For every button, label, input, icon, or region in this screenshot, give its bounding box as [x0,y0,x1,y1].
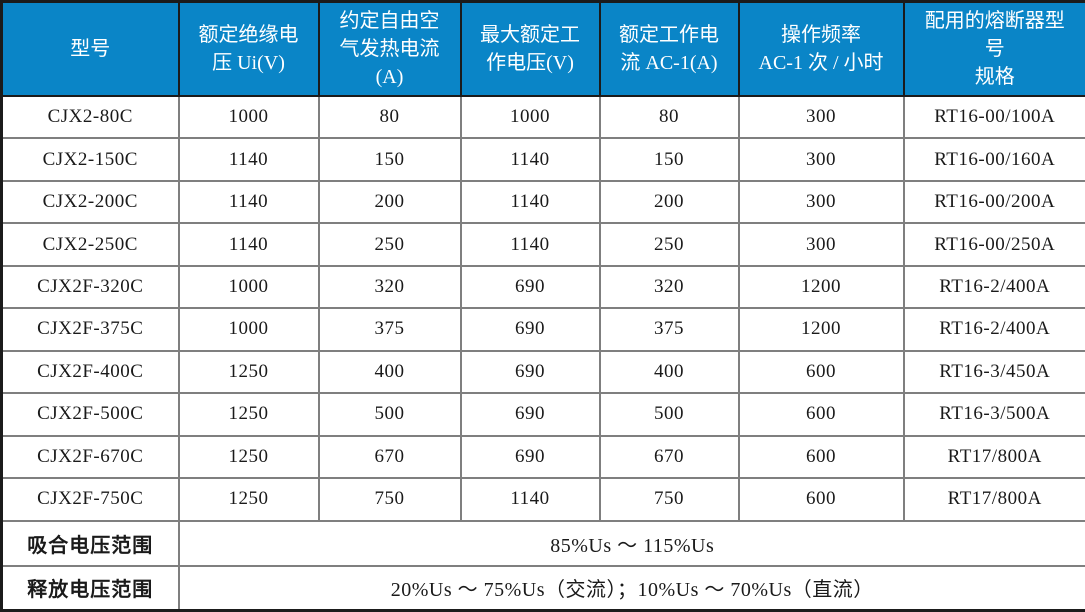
cell-model: CJX2F-500C [0,392,180,437]
release-voltage-label: 释放电压范围 [0,564,180,612]
table-row: CJX2-250C 1140 250 1140 250 300 RT16-00/… [0,222,1085,267]
cell-ie: 375 [598,307,740,352]
header-rated-working-current: 额定工作电 流 AC-1(A) [598,0,740,97]
cell-ue: 1140 [459,179,601,225]
cell-ue: 1140 [459,137,601,182]
cell-freq: 600 [737,392,905,437]
header-operating-frequency: 操作频率 AC-1 次 / 小时 [737,0,905,97]
cell-fuse: RT17/800A [902,434,1085,479]
header-fuse-spec: 配用的熔断器型号 规格 [902,0,1085,97]
cell-ui: 1250 [177,434,320,479]
cell-ie: 200 [598,179,740,225]
table-row: CJX2F-750C 1250 750 1140 750 600 RT17/80… [0,476,1085,522]
cell-ith: 250 [317,222,462,267]
cell-ui: 1250 [177,349,320,395]
cell-freq: 300 [737,94,905,140]
header-conventional-thermal-current: 约定自由空 气发热电流 (A) [317,0,462,97]
cell-fuse: RT16-2/400A [902,307,1085,352]
header-model: 型号 [0,0,180,97]
cell-freq: 300 [737,179,905,225]
release-voltage-value: 20%Us ～ 75%Us（交流）；10%Us ～ 70%Us（直流） [177,564,1085,612]
header-row: 型号 额定绝缘电 压 Ui(V) 约定自由空 气发热电流 (A) 最大额定工 作… [0,0,1085,97]
table-row: CJX2F-500C 1250 500 690 500 600 RT16-3/5… [0,392,1085,437]
cell-fuse: RT16-2/400A [902,264,1085,310]
cell-ue: 690 [459,264,601,310]
cell-model: CJX2-250C [0,222,180,267]
cell-ue: 690 [459,307,601,352]
table-row-release-voltage: 释放电压范围 20%Us ～ 75%Us（交流）；10%Us ～ 70%Us（直… [0,564,1085,612]
cell-model: CJX2F-400C [0,349,180,395]
cell-fuse: RT16-00/100A [902,94,1085,140]
cell-ie: 150 [598,137,740,182]
cell-ie: 80 [598,94,740,140]
cell-ith: 400 [317,349,462,395]
table-row: CJX2-150C 1140 150 1140 150 300 RT16-00/… [0,137,1085,182]
cell-ith: 670 [317,434,462,479]
cell-ue: 1140 [459,222,601,267]
cell-ue: 690 [459,349,601,395]
cell-model: CJX2-150C [0,137,180,182]
cell-freq: 300 [737,222,905,267]
header-rated-insulation-voltage: 额定绝缘电 压 Ui(V) [177,0,320,97]
cell-ue: 690 [459,434,601,479]
cell-ie: 750 [598,476,740,522]
cell-ue: 1000 [459,94,601,140]
table-row-pickup-voltage: 吸合电压范围 85%Us ～ 115%Us [0,519,1085,567]
cell-model: CJX2F-670C [0,434,180,479]
cell-ith: 320 [317,264,462,310]
cell-ie: 250 [598,222,740,267]
table-row: CJX2F-400C 1250 400 690 400 600 RT16-3/4… [0,349,1085,395]
cell-ui: 1250 [177,392,320,437]
cell-ie: 400 [598,349,740,395]
table-row: CJX2F-670C 1250 670 690 670 600 RT17/800… [0,434,1085,479]
cell-model: CJX2F-750C [0,476,180,522]
cell-ith: 750 [317,476,462,522]
cell-fuse: RT16-00/200A [902,179,1085,225]
cell-freq: 600 [737,349,905,395]
header-max-working-voltage: 最大额定工 作电压(V) [459,0,601,97]
pickup-voltage-label: 吸合电压范围 [0,519,180,567]
cell-model: CJX2F-320C [0,264,180,310]
pickup-voltage-value: 85%Us ～ 115%Us [177,519,1085,567]
cell-ue: 690 [459,392,601,437]
cell-freq: 600 [737,434,905,479]
cell-freq: 1200 [737,264,905,310]
cell-ui: 1000 [177,264,320,310]
cell-ith: 150 [317,137,462,182]
cell-ui: 1250 [177,476,320,522]
cell-ith: 500 [317,392,462,437]
cell-fuse: RT16-3/500A [902,392,1085,437]
cell-model: CJX2-200C [0,179,180,225]
cell-ie: 670 [598,434,740,479]
table-row: CJX2F-375C 1000 375 690 375 1200 RT16-2/… [0,307,1085,352]
table-row: CJX2-80C 1000 80 1000 80 300 RT16-00/100… [0,94,1085,140]
cell-model: CJX2-80C [0,94,180,140]
cell-ui: 1000 [177,94,320,140]
cell-ui: 1140 [177,222,320,267]
cell-freq: 300 [737,137,905,182]
table-row: CJX2F-320C 1000 320 690 320 1200 RT16-2/… [0,264,1085,310]
cell-freq: 600 [737,476,905,522]
cell-ui: 1140 [177,137,320,182]
cell-ui: 1000 [177,307,320,352]
cell-freq: 1200 [737,307,905,352]
cell-fuse: RT17/800A [902,476,1085,522]
cell-ie: 320 [598,264,740,310]
cell-ui: 1140 [177,179,320,225]
cell-fuse: RT16-00/160A [902,137,1085,182]
cell-model: CJX2F-375C [0,307,180,352]
cell-fuse: RT16-3/450A [902,349,1085,395]
cell-ue: 1140 [459,476,601,522]
cell-ith: 200 [317,179,462,225]
cell-ith: 375 [317,307,462,352]
table-row: CJX2-200C 1140 200 1140 200 300 RT16-00/… [0,179,1085,225]
cell-ie: 500 [598,392,740,437]
cell-ith: 80 [317,94,462,140]
cell-fuse: RT16-00/250A [902,222,1085,267]
